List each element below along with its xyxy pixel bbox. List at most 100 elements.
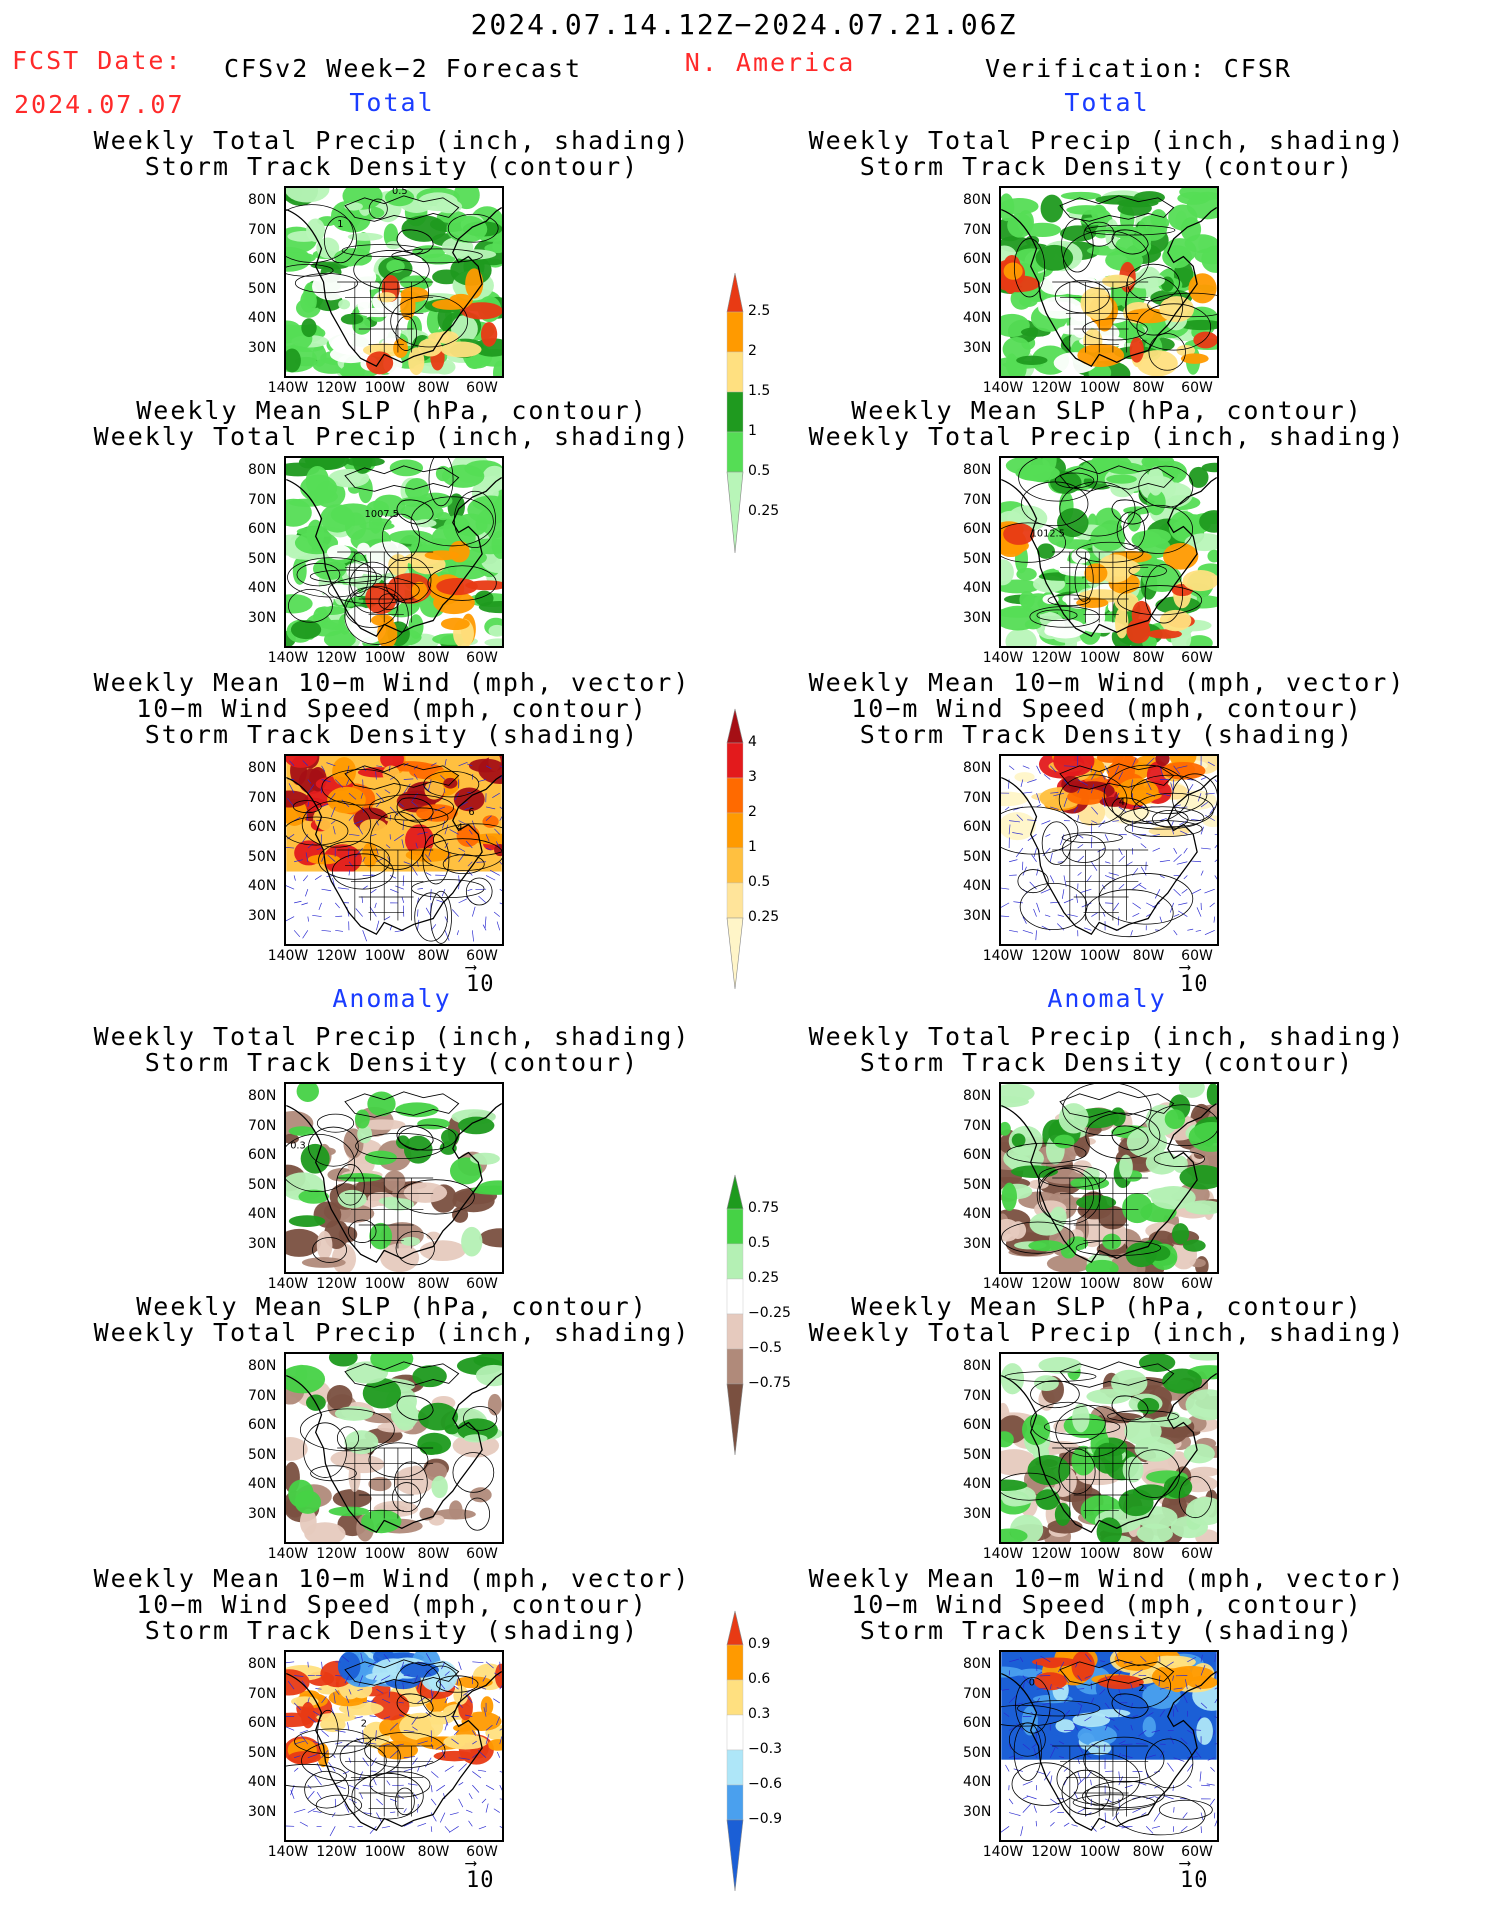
panel-title-line: Weekly Mean 10−m Wind (mph, vector) <box>808 1564 1406 1593</box>
latitude-tick: 60N <box>963 521 992 537</box>
latitude-tick: 40N <box>248 1774 277 1790</box>
latitude-tick: 40N <box>248 1476 277 1492</box>
longitude-tick: 60W <box>1181 650 1213 666</box>
latitude-tick: 50N <box>248 280 277 297</box>
fcst-date-label: FCST Date: <box>12 46 183 75</box>
shading <box>1001 254 1041 294</box>
latitude-tick: 30N <box>963 907 992 924</box>
latitude-tick: 60N <box>963 1715 992 1731</box>
latitude-tick: 40N <box>963 580 992 596</box>
longitude-tick: 120W <box>1031 650 1072 666</box>
arctic-islands <box>1059 1361 1175 1388</box>
state-borders <box>1052 551 1149 623</box>
longitude-tick: 60W <box>466 948 498 964</box>
section-total-left: Total <box>349 88 435 117</box>
longitude-tick: 100W <box>364 1276 406 1292</box>
panel-title-line: 10−m Wind Speed (mph, contour) <box>851 694 1363 723</box>
longitude-tick: 80W <box>1132 1844 1165 1860</box>
section-total-right: Total <box>1064 88 1150 117</box>
contour-label: 0.5 <box>392 188 408 197</box>
longitude-tick: 140W <box>267 380 309 396</box>
latitude-tick: 40N <box>963 310 992 326</box>
latitude-tick: 30N <box>963 1235 992 1252</box>
hudson-bay <box>1111 229 1149 255</box>
longitude-tick: 140W <box>267 650 309 666</box>
coastline <box>1001 1373 1217 1534</box>
vector-reference: ⟶ 10 <box>1180 1853 1209 1894</box>
panel-title-line: Storm Track Density (shading) <box>144 1616 640 1645</box>
longitude-tick: 140W <box>267 1844 309 1860</box>
longitude-tick: 120W <box>1031 1844 1072 1860</box>
latitude-tick: 50N <box>963 1176 992 1193</box>
contours <box>1001 1084 1217 1256</box>
latitude-tick: 80N <box>963 192 992 208</box>
longitude-tick: 140W <box>982 948 1024 964</box>
latitude-tick: 80N <box>248 192 277 208</box>
colorbar-segment <box>726 391 744 433</box>
colorbar-cap <box>726 1383 744 1456</box>
panel-title-line: Weekly Mean SLP (hPa, contour) <box>851 1292 1363 1321</box>
latitude-tick: 40N <box>248 310 277 326</box>
latitude-tick: 60N <box>963 1147 992 1163</box>
coastline <box>286 477 502 638</box>
colorbar-label: 0.5 <box>748 463 771 479</box>
colorbar-label: 3 <box>748 769 757 785</box>
latitude-tick: 60N <box>963 819 992 835</box>
longitude-tick: 140W <box>267 1546 309 1562</box>
colorbar-storm-anomaly: 0.9 0.6 0.3 −0.3 −0.6 −0.9 <box>726 1610 782 1896</box>
latitude-tick: 40N <box>248 1206 277 1222</box>
latitude-tick: 40N <box>963 878 992 894</box>
colorbar-segment <box>726 742 744 779</box>
longitude-tick: 80W <box>1132 1276 1165 1292</box>
latitude-tick: 30N <box>963 339 992 356</box>
region-label: N. America <box>684 48 856 77</box>
colorbar-segment <box>726 351 744 393</box>
latitude-tick: 60N <box>248 819 277 835</box>
contours <box>299 1406 498 1531</box>
colorbar-cap <box>726 1610 744 1646</box>
latitude-tick: 30N <box>963 1803 992 1820</box>
hudson-bay <box>1111 1693 1149 1719</box>
state-borders <box>1052 281 1149 353</box>
longitude-tick: 80W <box>1132 380 1165 396</box>
colorbar-label: 2 <box>748 804 757 820</box>
longitude-tick: 100W <box>1079 1546 1121 1562</box>
colorbar-segment <box>726 1208 744 1245</box>
coastline <box>286 207 502 368</box>
latitude-tick: 60N <box>248 1147 277 1163</box>
panel-title-line: Weekly Mean 10−m Wind (mph, vector) <box>808 668 1406 697</box>
hudson-bay <box>1111 499 1149 525</box>
map-panel-precip2 <box>999 186 1219 378</box>
contour-label: 2 <box>1138 1683 1144 1694</box>
longitude-tick: 60W <box>466 1844 498 1860</box>
colorbar-segment <box>726 847 744 884</box>
contours <box>286 198 499 351</box>
colorbar-segment <box>726 1313 744 1350</box>
coastline <box>1001 775 1217 936</box>
latitude-tick: 80N <box>248 1656 277 1672</box>
state-borders <box>337 1447 434 1519</box>
map-panel-slp2: 1012.5 <box>999 456 1219 648</box>
hudson-bay <box>1111 797 1149 823</box>
arctic-islands <box>1059 465 1175 492</box>
longitude-tick: 100W <box>364 650 406 666</box>
map-panel-anomS <box>284 1352 504 1544</box>
latitude-tick: 30N <box>248 1235 277 1252</box>
coastline <box>1001 207 1217 368</box>
contours <box>287 458 497 645</box>
longitude-tick: 60W <box>466 1276 498 1292</box>
latitude-tick: 50N <box>248 1446 277 1463</box>
arctic-islands <box>344 1091 460 1118</box>
latitude-tick: 70N <box>248 789 277 806</box>
colorbar-label: 1 <box>748 423 757 439</box>
longitude-tick: 100W <box>364 1844 406 1860</box>
colorbar-label: 0.3 <box>748 1706 771 1722</box>
coastline <box>286 1671 502 1832</box>
panel-title-line: Weekly Mean 10−m Wind (mph, vector) <box>93 668 691 697</box>
latitude-tick: 80N <box>248 462 277 478</box>
panel-title-line: Weekly Total Precip (inch, shading) <box>808 422 1406 451</box>
colorbar-segment <box>726 1243 744 1280</box>
longitude-tick: 80W <box>417 948 450 964</box>
colorbar-cap <box>726 708 744 744</box>
colorbar-label: 0.25 <box>748 503 780 519</box>
